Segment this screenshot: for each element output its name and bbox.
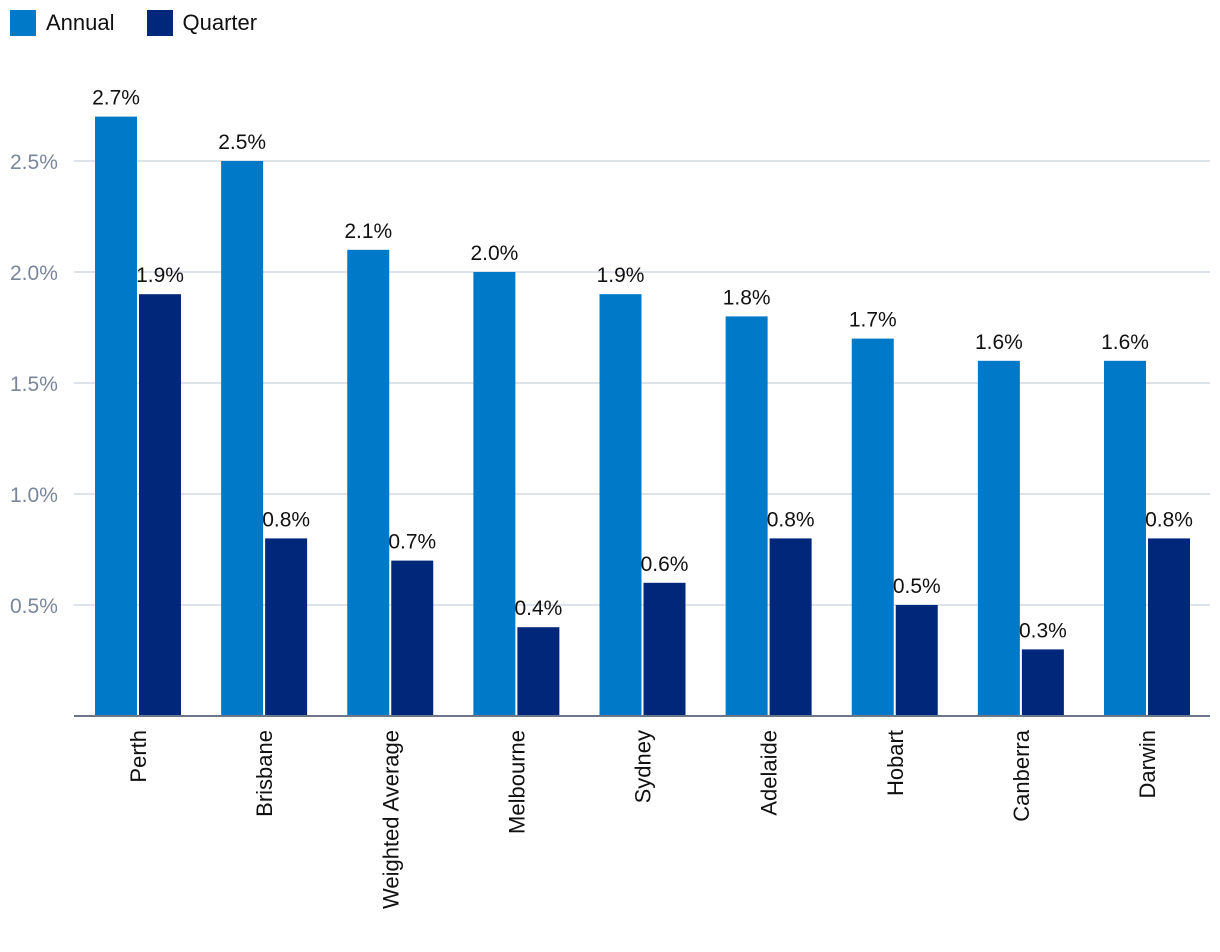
data-label-quarter: 0.5% bbox=[893, 575, 941, 598]
legend-swatch-quarter bbox=[146, 10, 173, 36]
data-label-quarter: 0.8% bbox=[1145, 508, 1193, 531]
data-label-quarter: 0.8% bbox=[262, 508, 310, 531]
data-label-quarter: 0.6% bbox=[641, 553, 689, 576]
data-label-annual: 2.5% bbox=[218, 131, 266, 154]
legend-label-quarter: Quarter bbox=[182, 10, 258, 35]
legend-swatch-annual bbox=[10, 10, 36, 36]
data-label-annual: 1.6% bbox=[1101, 331, 1149, 354]
category-label: Brisbane bbox=[252, 730, 277, 817]
data-label-annual: 2.1% bbox=[344, 220, 392, 243]
bar-annual bbox=[95, 116, 137, 717]
bar-quarter bbox=[517, 627, 560, 716]
bar-quarter bbox=[895, 605, 938, 716]
y-tick-label: 2.5% bbox=[10, 151, 58, 174]
category-labels: Perth Brisbane Weighted Average Melbourne Sy… bbox=[126, 729, 1160, 909]
bar-annual bbox=[473, 272, 516, 716]
bar-annual bbox=[221, 161, 264, 716]
bar-annual bbox=[1104, 360, 1146, 716]
bar-quarter bbox=[643, 582, 686, 716]
data-label-annual: 1.6% bbox=[975, 331, 1023, 354]
bar-annual bbox=[347, 249, 390, 717]
category-label: Melbourne bbox=[504, 730, 529, 834]
data-label-quarter: 0.7% bbox=[388, 531, 436, 554]
bars bbox=[95, 116, 1190, 717]
y-tick-label: 1.0% bbox=[10, 484, 58, 507]
category-label: Perth bbox=[126, 730, 151, 783]
y-axis-ticks: 0.5% 1.0% 1.5% 2.0% 2.5% bbox=[10, 151, 58, 618]
bar-quarter bbox=[769, 538, 812, 716]
bar-annual bbox=[977, 360, 1020, 716]
data-label-quarter: 0.4% bbox=[514, 597, 562, 620]
bar-quarter bbox=[1148, 538, 1190, 716]
category-label: Hobart bbox=[883, 730, 908, 796]
legend-item-quarter: Quarter bbox=[146, 10, 258, 36]
y-tick-label: 2.0% bbox=[10, 262, 58, 285]
category-label: Weighted Average bbox=[378, 730, 403, 909]
bar-quarter bbox=[391, 560, 434, 716]
data-label-quarter: 0.8% bbox=[767, 508, 815, 531]
legend: Annual Quarter bbox=[10, 10, 289, 36]
data-label-annual: 1.7% bbox=[849, 309, 897, 332]
y-tick-label: 0.5% bbox=[10, 595, 58, 618]
bar-annual bbox=[599, 294, 642, 716]
y-tick-label: 1.5% bbox=[10, 373, 58, 396]
bar-annual bbox=[851, 338, 894, 716]
data-label-quarter: 0.3% bbox=[1019, 619, 1067, 642]
bar-quarter bbox=[139, 294, 181, 716]
legend-label-annual: Annual bbox=[46, 10, 115, 35]
category-label: Sydney bbox=[631, 730, 656, 803]
data-label-annual: 1.8% bbox=[723, 286, 771, 309]
category-label: Canberra bbox=[1009, 729, 1034, 821]
bar-quarter bbox=[1021, 649, 1064, 716]
grid-lines bbox=[74, 160, 1210, 606]
data-label-annual: 2.7% bbox=[92, 87, 140, 110]
data-labels: 2.7% 1.9% 2.5% 0.8% 2.1% 0.7% 2.0% 0.4% 1.9% 0.6%… bbox=[92, 87, 1193, 643]
bar-quarter bbox=[265, 538, 308, 716]
data-label-annual: 2.0% bbox=[470, 242, 518, 265]
category-label: Adelaide bbox=[757, 730, 782, 816]
category-label: Darwin bbox=[1135, 730, 1160, 798]
data-label-annual: 1.9% bbox=[597, 264, 645, 287]
bar-annual bbox=[725, 316, 768, 716]
data-label-quarter: 1.9% bbox=[136, 264, 184, 287]
legend-item-annual: Annual bbox=[10, 10, 115, 36]
